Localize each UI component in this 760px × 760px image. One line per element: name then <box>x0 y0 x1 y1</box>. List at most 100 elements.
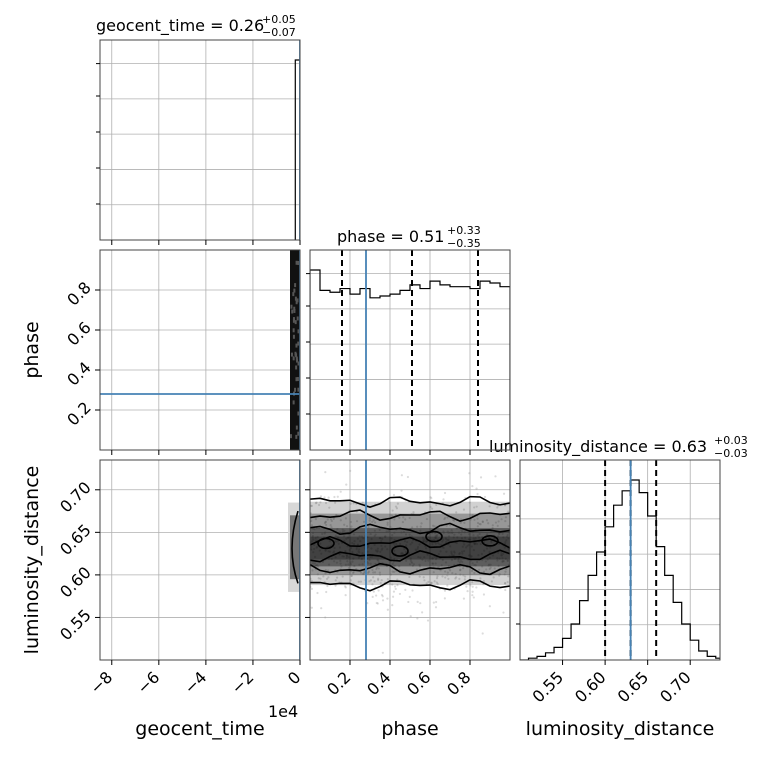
scatter-point <box>441 558 444 562</box>
scatter-point <box>408 575 411 579</box>
scatter-point <box>318 549 321 552</box>
scatter-point <box>436 533 439 537</box>
panel-luminosity_distance-luminosity_distance <box>520 460 720 660</box>
scatter-point <box>409 557 412 560</box>
scatter-point <box>462 567 465 570</box>
scatter-point <box>498 557 501 560</box>
contour-line-2 <box>310 549 510 563</box>
density-speckle <box>290 434 293 439</box>
scatter-point <box>447 531 450 534</box>
scatter-point <box>434 562 437 565</box>
scatter-point <box>450 531 454 534</box>
scatter-point <box>377 577 380 580</box>
scatter-point <box>398 542 402 545</box>
scatter-point <box>487 564 490 567</box>
scatter-point <box>403 540 407 543</box>
contour-line <box>291 510 299 584</box>
xtick-label-phase-0: 0.2 <box>323 668 354 699</box>
density-speckle <box>295 377 298 382</box>
scatter-point <box>327 550 330 553</box>
density-speckle <box>292 318 295 323</box>
scatter-point <box>355 548 358 551</box>
scatter-point <box>322 575 325 578</box>
scatter-point <box>497 520 500 523</box>
scatter-point <box>489 530 493 533</box>
scatter-point <box>444 576 447 579</box>
contour-line-6 <box>310 495 510 508</box>
scatter-point <box>435 581 438 584</box>
scatter-point <box>313 562 316 565</box>
ytick-label-phase-2: 0.6 <box>63 318 94 349</box>
scatter-point <box>379 537 382 540</box>
scatter-point <box>384 545 387 548</box>
scatter-point <box>353 542 356 546</box>
scatter-point <box>352 557 355 560</box>
contour-island-0 <box>317 537 335 550</box>
scatter-point <box>327 576 330 579</box>
scatter-point <box>335 561 339 564</box>
density-speckle <box>293 306 296 311</box>
scatter-point <box>367 526 370 529</box>
scatter-point <box>352 571 355 575</box>
scatter-point <box>376 550 379 553</box>
scatter-point <box>443 491 447 495</box>
scatter-point <box>345 525 349 528</box>
scatter-point <box>362 572 365 575</box>
scatter-point <box>349 561 352 564</box>
scatter-point <box>389 525 392 528</box>
scatter-point <box>504 519 507 523</box>
scatter-point <box>404 550 407 553</box>
scatter-point <box>310 587 314 590</box>
title-geocent-time-sup: +0.05 <box>262 13 296 26</box>
scatter-point <box>393 570 396 574</box>
scatter-point <box>504 541 507 544</box>
scatter-point <box>386 521 389 524</box>
ytick-label-phase-3: 0.8 <box>63 278 94 309</box>
scatter-point <box>469 584 472 587</box>
scatter-point <box>450 551 453 555</box>
scatter-point <box>497 532 501 535</box>
scatter-point <box>500 554 503 557</box>
scatter-point <box>312 551 315 554</box>
scatter-point <box>419 529 422 532</box>
scatter-point <box>361 501 364 504</box>
scatter-point <box>358 563 361 566</box>
scatter-point <box>311 534 314 538</box>
scatter-point <box>372 576 375 579</box>
scatter-point <box>455 541 458 545</box>
scatter-point <box>446 516 449 519</box>
density-speckle <box>295 353 298 358</box>
scatter-point <box>349 469 352 472</box>
scatter-point <box>506 559 509 563</box>
scatter-point <box>406 475 410 479</box>
scatter-point <box>323 532 326 535</box>
scatter-point <box>386 523 389 526</box>
ytick-label-phase-0: 0.2 <box>63 398 94 429</box>
scatter-point <box>376 602 379 605</box>
scatter-point <box>470 569 474 572</box>
panel-frame-luminosity_distance-luminosity_distance <box>519 459 721 661</box>
scatter-point <box>390 537 393 540</box>
scatter-point <box>472 534 475 537</box>
density-speckle <box>295 260 298 265</box>
scatter-point <box>407 600 410 604</box>
scatter-point <box>371 520 374 524</box>
scatter-point <box>419 556 422 559</box>
scatter-point <box>376 547 379 550</box>
scatter-point <box>359 540 362 543</box>
scatter-point <box>380 593 384 597</box>
scatter-point <box>478 532 481 536</box>
density-speckle <box>292 334 295 339</box>
scatter-point <box>498 574 501 577</box>
scatter-point <box>333 495 336 499</box>
contour-island-2 <box>425 530 443 543</box>
panel-luminosity_distance-geocent_time <box>100 460 300 660</box>
scatter-point <box>319 577 322 580</box>
scatter-point <box>356 543 359 546</box>
scatter-point <box>391 562 394 565</box>
density-band-1 <box>310 513 510 575</box>
scatter-point <box>424 547 428 550</box>
scatter-point <box>400 489 403 492</box>
scatter-point <box>324 549 327 552</box>
scatter-point <box>471 485 474 488</box>
